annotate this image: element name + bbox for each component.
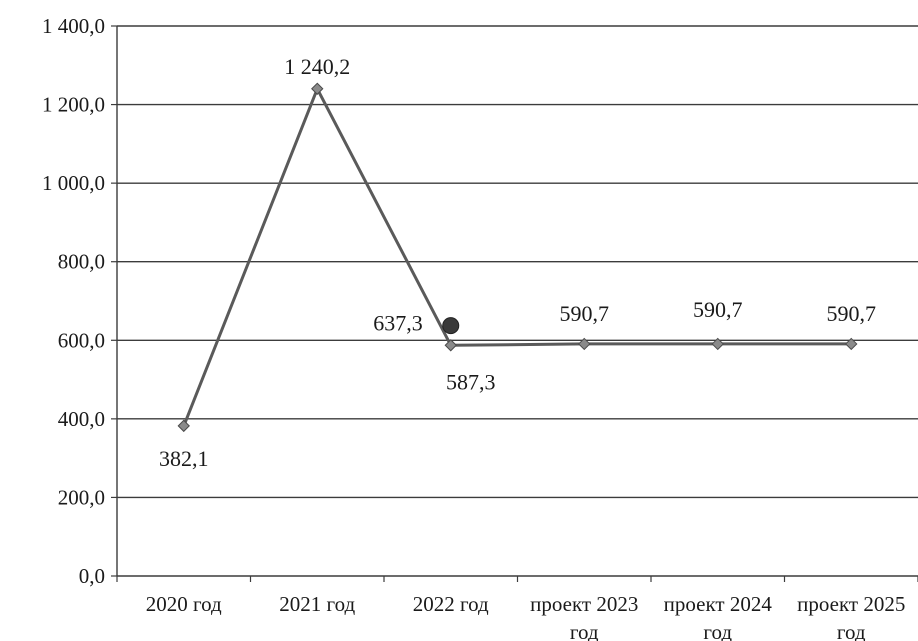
data-label: 382,1 <box>159 446 209 471</box>
data-label: 590,7 <box>827 301 877 326</box>
y-tick-label: 1 200,0 <box>42 93 105 117</box>
data-markers <box>177 82 858 433</box>
x-tick-label: 2022 год <box>413 592 489 616</box>
y-tick-label: 200,0 <box>58 485 105 509</box>
y-tick-labels: 0,0 200,0 400,0 600,0 800,0 1 000,0 1 200,0 1 4… <box>42 14 105 588</box>
extra-point-label: 637,3 <box>373 311 423 336</box>
grid-lines <box>117 25 918 499</box>
y-tick-label: 1 400,0 <box>42 14 105 38</box>
x-tick-label: 2021 год <box>279 592 355 616</box>
x-tick-label: год <box>837 620 866 641</box>
data-label: 587,3 <box>446 369 496 394</box>
data-point-marker <box>845 337 858 351</box>
data-point-marker <box>311 82 324 95</box>
data-labels: 382,1 1 240,2 587,3 590,7 590,7 590,7 637,3 <box>159 54 876 471</box>
data-label: 590,7 <box>560 301 610 326</box>
y-tick-label: 1 000,0 <box>42 171 105 195</box>
data-label: 590,7 <box>693 297 743 322</box>
series-line-path <box>182 87 852 427</box>
series-line <box>182 87 852 427</box>
data-point-marker <box>711 337 724 351</box>
y-tick-label: 0,0 <box>79 564 105 588</box>
y-tick-label: 600,0 <box>58 328 105 352</box>
y-tick-label: 800,0 <box>58 250 105 274</box>
data-point-marker <box>444 339 457 352</box>
x-tick-label: год <box>570 620 599 641</box>
data-point-marker <box>578 337 591 351</box>
x-tick-label: 2020 год <box>146 592 222 616</box>
x-tick-labels: 2020 год 2021 год 2022 год проект 2023 год пр… <box>146 592 906 641</box>
x-tick-label: проект 2024 <box>664 592 773 616</box>
extra-point-marker <box>442 317 460 335</box>
x-tick-label: проект 2023 <box>530 592 638 616</box>
x-tick-label: год <box>703 620 732 641</box>
data-label: 1 240,2 <box>284 54 350 79</box>
y-tick-label: 400,0 <box>58 407 105 431</box>
data-point-marker <box>177 419 190 433</box>
axes <box>111 25 918 582</box>
x-tick-label: проект 2025 <box>797 592 905 616</box>
